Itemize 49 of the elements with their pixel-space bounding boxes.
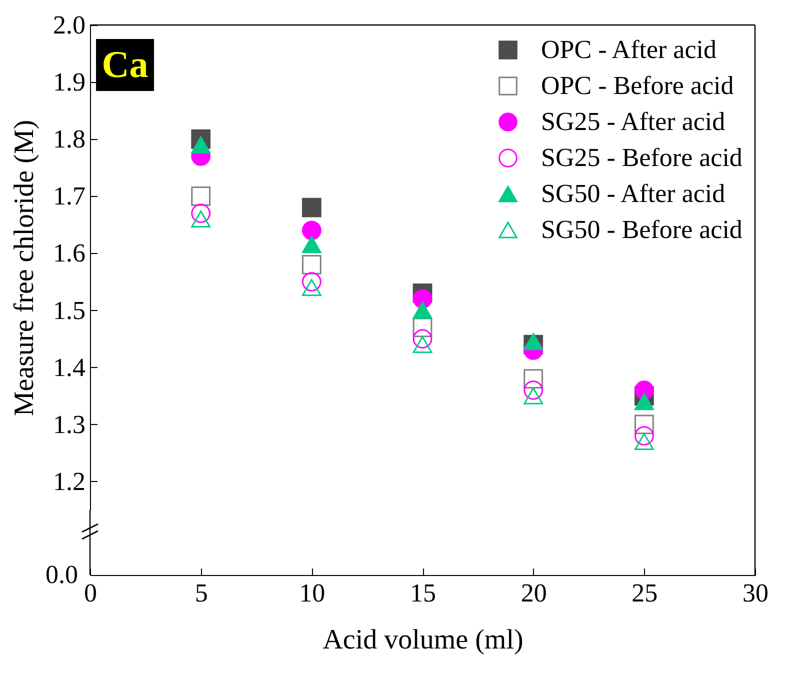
y-tick-label: 1.7 <box>53 182 86 211</box>
y-tick-label: 1.5 <box>53 296 86 325</box>
point <box>412 318 432 338</box>
point <box>191 210 211 228</box>
y-tick-label: 1.4 <box>53 352 86 382</box>
point <box>191 136 211 154</box>
point <box>302 254 322 274</box>
point <box>302 198 322 218</box>
legend-label: SG25 - Before acid <box>541 143 742 172</box>
point <box>412 302 432 319</box>
point <box>302 272 322 292</box>
point <box>634 393 654 410</box>
legend-label: SG25 - After acid <box>541 107 726 136</box>
x-tick-label: 25 <box>632 578 658 608</box>
x-tick-label: 0 <box>84 578 97 608</box>
legend-label: OPC - Before acid <box>541 71 734 100</box>
point <box>191 204 211 223</box>
point <box>412 336 432 354</box>
point <box>634 414 654 434</box>
x-tick-label: 15 <box>410 578 436 608</box>
point <box>302 220 322 240</box>
y-tick-label: 1.9 <box>53 68 86 97</box>
legend-label: SG50 - Before acid <box>541 215 742 244</box>
x-tick-label: 30 <box>742 578 768 608</box>
point <box>634 380 654 400</box>
point <box>634 433 654 450</box>
y-tick-label: 1.3 <box>53 410 86 439</box>
x-tick-label: 5 <box>194 578 208 608</box>
point <box>302 278 322 296</box>
text: 0.0 <box>46 560 78 589</box>
y-tick-label: 1.8 <box>53 124 86 154</box>
point <box>191 186 211 206</box>
annotation: Ca <box>102 44 148 86</box>
point <box>524 369 544 388</box>
y-tick-label: 1.6 <box>53 238 86 268</box>
y-tick-label: 1.2 <box>53 466 86 496</box>
point <box>412 329 432 348</box>
y-axis-title: Measure free chloride (M) <box>9 120 40 416</box>
point <box>634 426 654 446</box>
x-tick-label: 20 <box>520 578 547 608</box>
legend-label: SG50 - After acid <box>541 179 726 208</box>
x-axis-title: Acid volume (ml) <box>322 624 524 656</box>
point <box>524 333 544 350</box>
point <box>524 387 544 404</box>
y-tick-label: 2.0 <box>53 10 86 40</box>
legend-label: OPC - After acid <box>541 35 716 64</box>
point <box>524 380 544 400</box>
point <box>302 236 322 254</box>
x-tick-label: 10 <box>299 578 326 608</box>
